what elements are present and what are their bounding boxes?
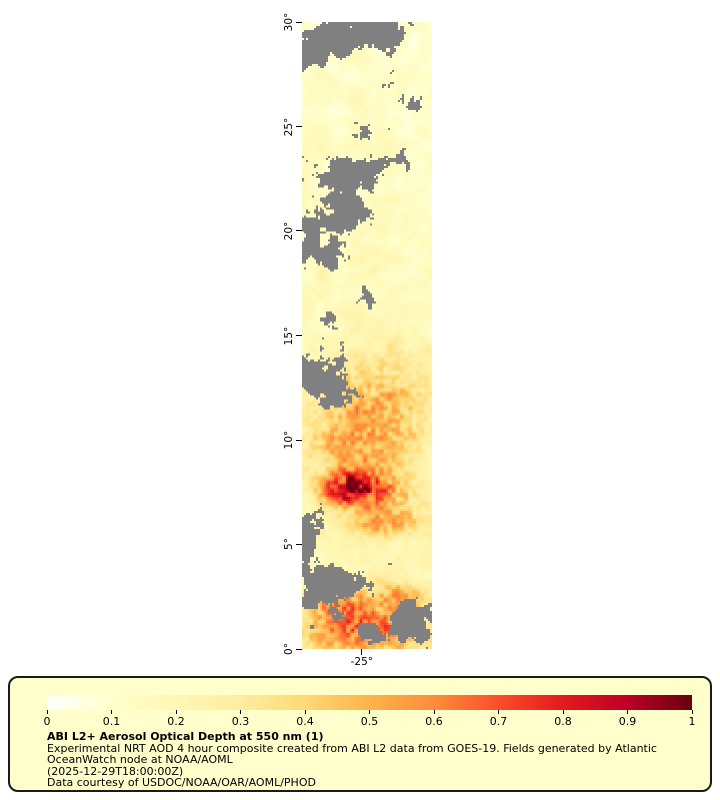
colorbar-tick-label: 0.5 — [360, 715, 379, 728]
colorbar-tick-label: 1 — [688, 715, 696, 728]
colorbar-tick-mark — [175, 710, 177, 714]
lat-tick-mark — [296, 648, 302, 650]
lon-tick-mark — [361, 649, 363, 655]
colorbar-tick-mark — [240, 710, 241, 714]
lat-tick-label: 20° — [283, 221, 295, 241]
lat-tick-label: 5° — [283, 538, 295, 551]
lat-tick-mark — [296, 230, 302, 232]
colorbar-tick-label: 0.2 — [167, 715, 185, 728]
colorbar-tick-label: 0.8 — [554, 715, 572, 728]
legend-panel: ABI L2+ Aerosol Optical Depth at 550 nm … — [8, 676, 712, 792]
colorbar-tick-label: 0.3 — [231, 715, 250, 728]
colorbar-tick-label: 0 — [43, 715, 51, 728]
map-plot-area: 30° 25° 20° 15° 10° 5° 0° -25° — [283, 13, 432, 668]
lat-tick-mark — [296, 335, 302, 336]
colorbar-tick-label: 0.6 — [425, 715, 443, 728]
lat-tick-label: 25° — [283, 117, 295, 136]
legend-text-block: ABI L2+ Aerosol Optical Depth at 550 nm … — [47, 731, 697, 789]
lat-tick-mark — [296, 126, 302, 128]
lat-tick-label: 10° — [283, 430, 295, 450]
lat-tick-label: 0° — [283, 643, 295, 655]
colorbar-tick-mark — [304, 710, 306, 714]
colorbar-gradient — [47, 695, 692, 710]
lat-tick-label: 15° — [283, 326, 295, 345]
legend-credit: Data courtesy of USDOC/NOAA/OAR/AOML/PHO… — [47, 776, 316, 789]
colorbar-tick-mark — [627, 710, 628, 714]
colorbar-tick-mark — [562, 710, 564, 714]
lat-tick-label: 30° — [283, 12, 295, 32]
lon-tick-label: -25° — [350, 656, 373, 668]
colorbar-tick-label: 0.7 — [489, 715, 508, 728]
colorbar-tick-label: 0.4 — [296, 715, 314, 728]
lat-tick-mark — [296, 543, 302, 545]
lat-tick-mark — [296, 21, 302, 23]
lat-tick-mark — [296, 439, 302, 441]
colorbar-tick-mark — [498, 710, 499, 714]
colorbar-tick-mark — [691, 710, 693, 714]
aod-raster-map — [302, 22, 432, 649]
colorbar-tick-mark — [46, 710, 48, 714]
colorbar-tick-mark — [369, 710, 370, 714]
legend-description: Experimental NRT AOD 4 hour composite cr… — [47, 741, 657, 766]
colorbar-tick-label: 0.1 — [102, 715, 121, 728]
colorbar-tick-mark — [111, 710, 112, 714]
colorbar-tick-label: 0.9 — [618, 715, 637, 728]
legend-timestamp: (2025-12-29T18:00:00Z) — [47, 764, 184, 778]
colorbar-tick-mark — [433, 710, 435, 714]
legend-title: ABI L2+ Aerosol Optical Depth at 550 nm … — [47, 730, 324, 743]
